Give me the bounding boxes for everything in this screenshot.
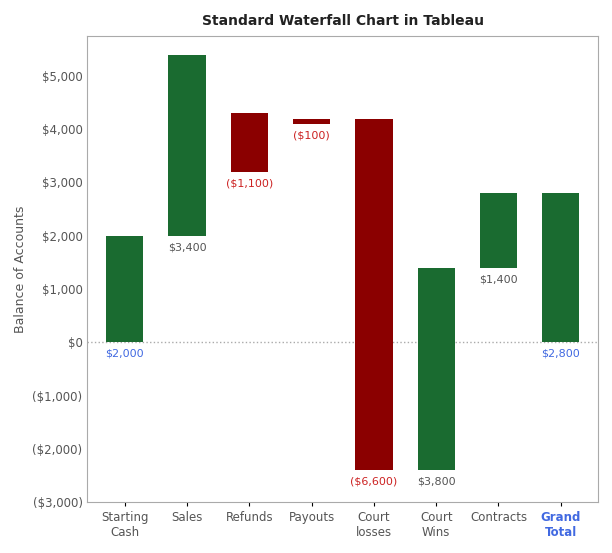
Bar <box>293 118 330 124</box>
Text: $3,800: $3,800 <box>417 477 455 487</box>
Text: $1,400: $1,400 <box>479 274 518 284</box>
Text: ($6,600): ($6,600) <box>350 477 398 487</box>
Text: $2,800: $2,800 <box>542 349 580 359</box>
Bar <box>355 118 392 470</box>
Bar <box>231 113 268 172</box>
Bar <box>480 193 517 268</box>
Title: Standard Waterfall Chart in Tableau: Standard Waterfall Chart in Tableau <box>202 14 483 28</box>
Bar <box>417 268 455 470</box>
Bar <box>168 55 206 236</box>
Text: $2,000: $2,000 <box>105 349 144 359</box>
Text: $3,400: $3,400 <box>168 242 206 252</box>
Bar <box>106 236 143 342</box>
Y-axis label: Balance of Accounts: Balance of Accounts <box>14 205 27 333</box>
Text: ($1,100): ($1,100) <box>226 178 273 188</box>
Bar <box>542 193 580 342</box>
Text: ($100): ($100) <box>293 131 330 140</box>
